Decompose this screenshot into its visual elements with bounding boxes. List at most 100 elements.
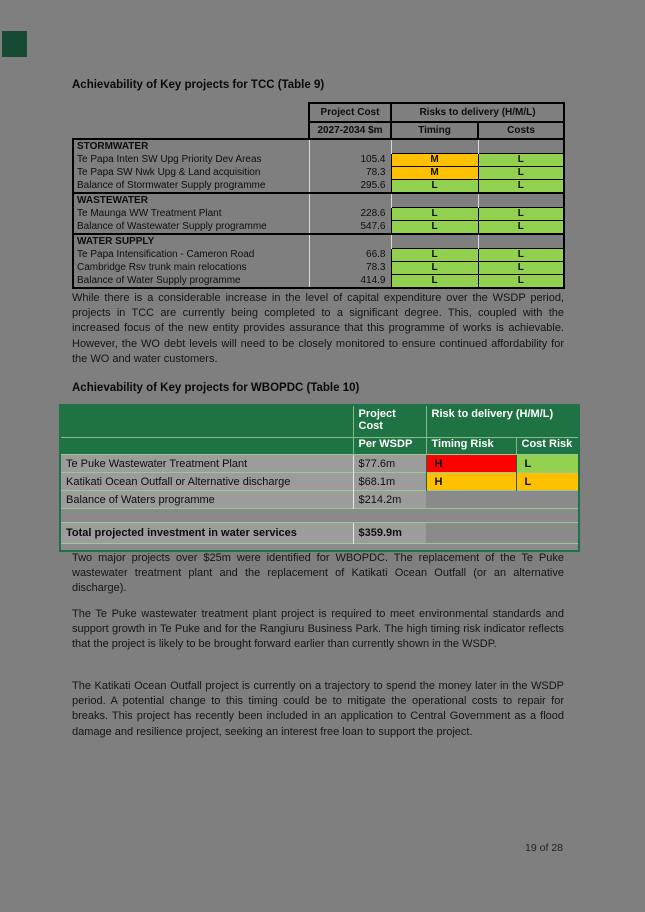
tcc-header-costs: Costs <box>476 121 566 140</box>
tcc-project-label: Balance of Stormwater Supply programme <box>72 179 309 193</box>
tcc-cost-risk-cell: L <box>477 247 566 262</box>
tcc-project-cost: 105.4 <box>308 153 391 166</box>
wbopdc-cost-risk-cell: L <box>515 454 580 473</box>
paragraph-wbopdc-projects: Two major projects over $25m were identi… <box>72 552 564 595</box>
wbopdc-header-project-cost: Project Cost <box>352 405 426 438</box>
corner-marker <box>2 31 27 57</box>
tcc-header-row-1: Project Cost Risks to delivery (H/M/L) <box>73 102 566 123</box>
wbopdc-total-costrisk-empty <box>516 522 580 544</box>
paragraph-tcc-commentary: While there is a considerable increase i… <box>72 292 564 365</box>
wbopdc-header-spacer <box>60 437 353 455</box>
tcc-section-cost-empty <box>308 192 391 207</box>
wbopdc-cost-risk-cell: L <box>515 472 580 491</box>
tcc-timing-risk-cell: L <box>390 260 479 275</box>
tcc-project-label: Te Papa SW Nwk Upg & Land acquisition <box>72 166 309 179</box>
wbopdc-bottom-cost <box>353 543 426 551</box>
tcc-project-row: Balance of Stormwater Supply programme 29… <box>72 178 566 194</box>
wbopdc-timing-risk-cell: H <box>425 454 516 473</box>
tcc-header-spacer <box>73 122 309 140</box>
wbopdc-header-cost-risk: Cost Risk <box>515 437 580 455</box>
wbopdc-header-timing-risk: Timing Risk <box>425 437 516 455</box>
tcc-timing-risk-cell: M <box>390 152 479 167</box>
wbopdc-total-row: Total projected investment in water serv… <box>60 522 580 544</box>
tcc-table-title: Achievability of Key projects for TCC (T… <box>72 79 325 91</box>
wbopdc-project-label: Katikati Ocean Outfall or Alternative di… <box>60 472 353 491</box>
tcc-project-cost: 66.8 <box>308 248 391 261</box>
tcc-header-project-cost: Project Cost <box>308 102 392 123</box>
tcc-section-cost-empty <box>308 233 391 248</box>
wbopdc-header-spacer <box>60 405 353 438</box>
wbopdc-header-row-1: Project Cost Risk to delivery (H/M/L) <box>60 405 580 438</box>
tcc-project-cost: 295.6 <box>308 179 391 193</box>
tcc-cost-risk-cell: L <box>477 219 566 235</box>
tcc-cost-risk-cell: L <box>477 165 566 180</box>
wbopdc-spacer-row <box>60 508 580 523</box>
wbopdc-project-label: Te Puke Wastewater Treatment Plant <box>60 454 353 473</box>
wbopdc-timing-risk-cell: H <box>425 472 516 491</box>
tcc-project-label: Cambridge Rsv trunk main relocations <box>72 261 309 274</box>
tcc-project-row: Te Papa Intensification - Cameron Road 66… <box>72 247 566 262</box>
tcc-table-body: STORMWATER Te Papa Inten SW Upg Priority … <box>72 138 566 289</box>
tcc-timing-risk-cell: L <box>390 273 479 289</box>
wbopdc-project-row: Te Puke Wastewater Treatment Plant $77.6m… <box>60 454 580 473</box>
tcc-project-label: Te Maunga WW Treatment Plant <box>72 207 309 220</box>
tcc-cost-risk-cell: L <box>477 273 566 289</box>
tcc-project-cost: 414.9 <box>308 274 391 289</box>
tcc-project-cost: 78.3 <box>308 166 391 179</box>
tcc-header-spacer <box>73 103 309 122</box>
tcc-project-cost: 547.6 <box>308 220 391 234</box>
tcc-project-row: Te Maunga WW Treatment Plant 228.6 L L <box>72 206 566 221</box>
wbopdc-bottom-costrisk <box>516 543 580 551</box>
tcc-section-costs-empty <box>477 138 566 153</box>
wbopdc-total-cost: $359.9m <box>352 522 426 544</box>
wbopdc-header-per-wsdp: Per WSDP <box>352 437 426 455</box>
page-number: 19 of 28 <box>525 842 563 854</box>
tcc-project-cost: 78.3 <box>308 261 391 274</box>
tcc-cost-risk-cell: L <box>477 260 566 275</box>
wbopdc-bottom-row <box>60 543 580 551</box>
tcc-project-row: Balance of Water Supply programme 414.9 L L <box>72 273 566 289</box>
tcc-cost-risk-cell: L <box>477 178 566 194</box>
paragraph-katikati: The Katikati Ocean Outfall project is cu… <box>72 680 564 738</box>
wbopdc-project-cost: $214.2m <box>352 490 426 509</box>
tcc-project-label: Te Papa Intensification - Cameron Road <box>72 248 309 261</box>
wbopdc-total-label: Total projected investment in water serv… <box>60 522 353 544</box>
wbopdc-header-cost-line1: Project <box>358 408 396 420</box>
wbopdc-project-row: Balance of Waters programme $214.2m <box>60 490 580 509</box>
tcc-projects-table: Project Cost Risks to delivery (H/M/L) 2… <box>72 102 566 289</box>
tcc-timing-risk-cell: M <box>390 165 479 180</box>
tcc-project-label: Balance of Water Supply programme <box>72 274 309 289</box>
tcc-project-row: Te Papa SW Nwk Upg & Land acquisition 78.… <box>72 165 566 180</box>
tcc-timing-risk-cell: L <box>390 219 479 235</box>
wbopdc-spacer-costrisk <box>516 508 580 523</box>
tcc-section-row: WATER SUPPLY <box>72 233 566 248</box>
tcc-header-risks-group: Risks to delivery (H/M/L) <box>389 102 566 123</box>
wbopdc-projects-table: Project Cost Risk to delivery (H/M/L) Pe… <box>59 404 581 552</box>
tcc-cost-risk-cell: L <box>477 206 566 221</box>
tcc-section-cost-empty <box>308 138 391 153</box>
tcc-header-timing: Timing <box>390 121 479 140</box>
tcc-section-label: WATER SUPPLY <box>72 233 309 248</box>
tcc-timing-risk-cell: L <box>390 247 479 262</box>
wbopdc-header-cost-line2: Cost <box>358 420 383 432</box>
wbopdc-spacer-timing <box>426 508 516 523</box>
wbopdc-project-cost: $68.1m <box>352 472 426 491</box>
tcc-project-label: Balance of Wastewater Supply programme <box>72 220 309 234</box>
wbopdc-timing-risk-cell <box>426 490 516 509</box>
tcc-project-label: Te Papa Inten SW Upg Priority Dev Areas <box>72 153 309 166</box>
tcc-section-timing-empty <box>390 192 478 207</box>
tcc-timing-risk-cell: L <box>390 206 479 221</box>
wbopdc-table-body: Te Puke Wastewater Treatment Plant $77.6m… <box>60 454 580 551</box>
wbopdc-spacer-label <box>60 508 353 523</box>
tcc-section-timing-empty <box>390 233 478 248</box>
tcc-header-cost-period: 2027-2034 $m <box>308 121 392 140</box>
wbopdc-cost-risk-cell <box>516 490 580 509</box>
wbopdc-bottom-timing <box>426 543 516 551</box>
tcc-section-costs-empty <box>477 233 566 248</box>
wbopdc-table-title: Achievability of Key projects for WBOPDC… <box>72 382 360 394</box>
tcc-header-row-2: 2027-2034 $m Timing Costs <box>73 121 566 140</box>
wbopdc-header-row-2: Per WSDP Timing Risk Cost Risk <box>60 437 580 455</box>
wbopdc-project-label: Balance of Waters programme <box>60 490 353 509</box>
tcc-section-timing-empty <box>390 138 478 153</box>
